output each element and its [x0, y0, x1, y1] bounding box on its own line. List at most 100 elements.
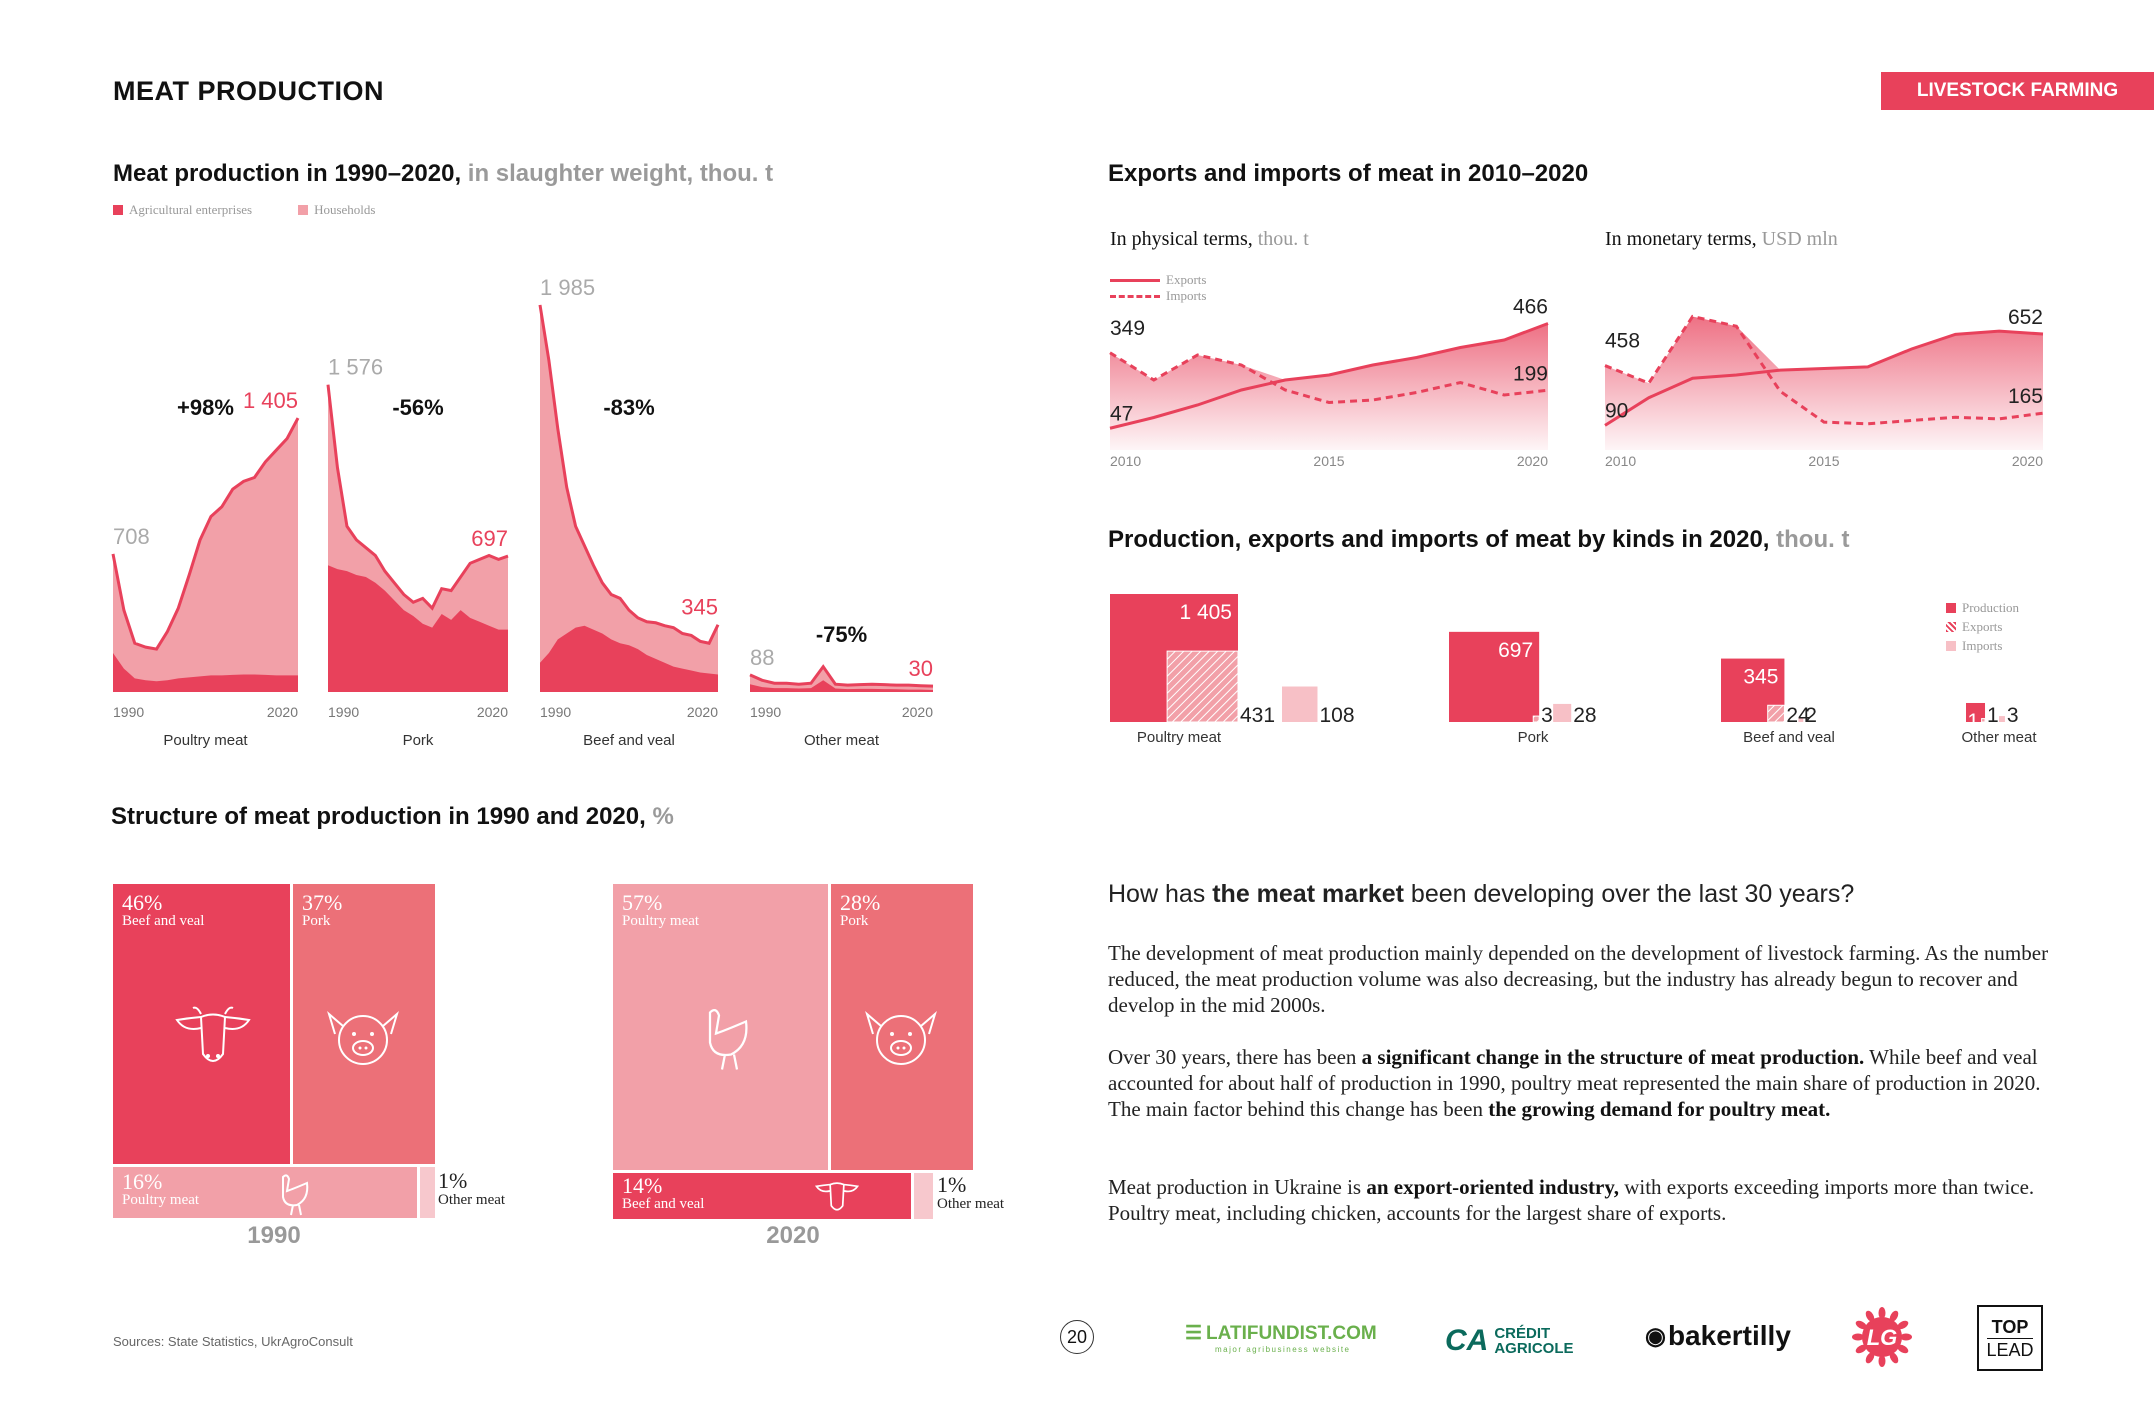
question-pre: How has: [1108, 880, 1213, 908]
area-fill: [1110, 323, 1548, 450]
lg-petal: [1897, 1320, 1909, 1330]
tile-pct: 1%: [438, 1168, 468, 1193]
exports-start-label: 90: [1605, 399, 1628, 422]
year-label-1990: 1990: [247, 1222, 301, 1249]
legend-swatch-enterprises: [113, 205, 123, 215]
area-enterprises-3: [750, 680, 933, 692]
exports-square: [1767, 704, 1785, 723]
lg-text: LG: [1867, 1325, 1898, 1350]
latifundist-text: LATIFUNDIST.COM: [1206, 1323, 1377, 1344]
chart2-right-title-text: In monetary terms,: [1605, 228, 1757, 250]
imports-line: [1109, 351, 1549, 405]
p3-a: Meat production in Ukraine is: [1108, 1175, 1367, 1199]
x-tick-end: 2020: [687, 704, 718, 720]
tile-2020-poultry: 57% Poultry meat: [613, 884, 828, 1170]
credit-agricole-logo: CA CRÉDIT AGRICOLE: [1445, 1324, 1574, 1358]
ca-mark-icon: CA: [1445, 1324, 1489, 1357]
area-enterprises-2: [540, 625, 718, 692]
tile-1990-poultry: 16% Poultry meat: [113, 1167, 417, 1218]
production-label: 697: [1498, 639, 1533, 662]
x-tick: 2010: [1605, 453, 1636, 469]
end-label: 30: [909, 656, 933, 681]
total-line-3: [749, 664, 934, 688]
trade-physical-chart: 47 349 466 199 2010 2015 2020: [1109, 296, 1549, 469]
production-square: [1966, 702, 1986, 722]
production-label: 1 405: [1179, 601, 1232, 624]
chart2-left-unit: thou. t: [1257, 228, 1309, 250]
chart2-legend: Exports Imports: [1110, 272, 1206, 304]
paragraph-2: Over 30 years, there has been a signific…: [1108, 1044, 2058, 1122]
lg-petal: [1865, 1310, 1875, 1322]
imports-square: [1282, 686, 1318, 722]
legend-imports: Imports: [1166, 288, 1207, 303]
production-area-chart: 708 1 405 +98% 1990 2020 Poultry meat 1 576 697…: [111, 275, 934, 749]
lg-petal: [1852, 1333, 1864, 1341]
tile-pct: 37%: [302, 890, 343, 915]
category-label: Beef and veal: [583, 732, 675, 749]
production-label: 31: [1956, 710, 1979, 733]
x-tick: 2020: [1517, 453, 1548, 469]
stripes-icon: ☰: [1185, 1323, 1203, 1344]
end-label: 1 405: [243, 388, 298, 413]
tile-1990-pork: 37% Pork: [293, 884, 435, 1164]
tile-2020-other: [914, 1173, 933, 1219]
latifundist-logo: ☰ LATIFUNDIST.COM major agribusiness webs…: [1185, 1322, 1377, 1354]
x-tick-start: 1990: [328, 704, 359, 720]
exports-line: [1109, 322, 1549, 430]
x-tick-end: 2020: [267, 704, 298, 720]
tile-pct: 57%: [622, 890, 663, 915]
question-bold: the meat market: [1212, 880, 1404, 908]
category-label: Poultry meat: [163, 732, 248, 749]
imports-line: [1604, 314, 2044, 426]
x-tick-start: 1990: [540, 704, 571, 720]
toplead-top: TOP: [1991, 1316, 2029, 1337]
p2-b: a significant change in the structure of…: [1361, 1045, 1865, 1069]
area-households-2: [540, 304, 718, 692]
chart1-title-text: Meat production in 1990–2020,: [113, 160, 462, 187]
exports-square: [1532, 715, 1540, 723]
p2-a: Over 30 years, there has been: [1108, 1045, 1362, 1069]
bakertilly-logo: ◉ bakertilly: [1645, 1320, 1791, 1352]
chart4-title-text: Structure of meat production in 1990 and…: [111, 803, 646, 830]
ca-line2: AGRICOLE: [1494, 1340, 1574, 1357]
p2-c: While beef and veal accounted for about …: [1108, 1045, 2041, 1121]
tile-pct: 28%: [840, 890, 881, 915]
change-label: -75%: [816, 622, 867, 647]
chicken-icon: [695, 1002, 755, 1079]
chart4-unit: %: [652, 803, 674, 830]
legend-imports-line: [1110, 294, 1160, 298]
area-enterprises-0: [113, 653, 298, 692]
exports-label: 1: [1987, 704, 1999, 727]
legend-swatch-production: [1946, 603, 1956, 613]
category-label: Other meat: [804, 732, 880, 749]
legend-imports-bar: Imports: [1962, 638, 2003, 653]
change-label: +98%: [177, 395, 234, 420]
tile-pct: 1%: [937, 1172, 967, 1197]
tile-1990-other-label: 1% Other meat: [438, 1170, 505, 1209]
category-label: Poultry meat: [1137, 729, 1222, 746]
category-label: Pork: [403, 732, 434, 749]
category-label: Other meat: [1961, 729, 2037, 746]
imports-label: 2: [1805, 704, 1817, 727]
legend-exports: Exports: [1166, 272, 1207, 287]
legend-swatch-exports: [1946, 622, 1956, 632]
exports-label: 24: [1786, 704, 1810, 727]
page-title: MEAT PRODUCTION: [113, 76, 384, 106]
tile-2020-pork: 28% Pork: [831, 884, 973, 1170]
pig-icon: [859, 1006, 943, 1073]
end-label: 697: [471, 526, 508, 551]
toplead-lead: LEAD: [1986, 1339, 2034, 1360]
x-tick: 2015: [1313, 453, 1344, 469]
imports-label: 28: [1573, 704, 1596, 727]
x-tick-end: 2020: [477, 704, 508, 720]
question-heading: How has the meat market been developing …: [1108, 880, 1854, 909]
change-label: -83%: [603, 395, 654, 420]
page-number: 20: [1060, 1320, 1094, 1354]
imports-label: 3: [2007, 704, 2019, 727]
imports-square: [1798, 717, 1804, 722]
total-line-2: [538, 304, 720, 645]
chart4-title: Structure of meat production in 1990 and…: [111, 803, 674, 831]
lg-petal: [1878, 1355, 1886, 1367]
chart2-title: Exports and imports of meat in 2010–2020: [1108, 160, 1589, 187]
tile-1990-beef: 46% Beef and veal: [113, 884, 290, 1164]
